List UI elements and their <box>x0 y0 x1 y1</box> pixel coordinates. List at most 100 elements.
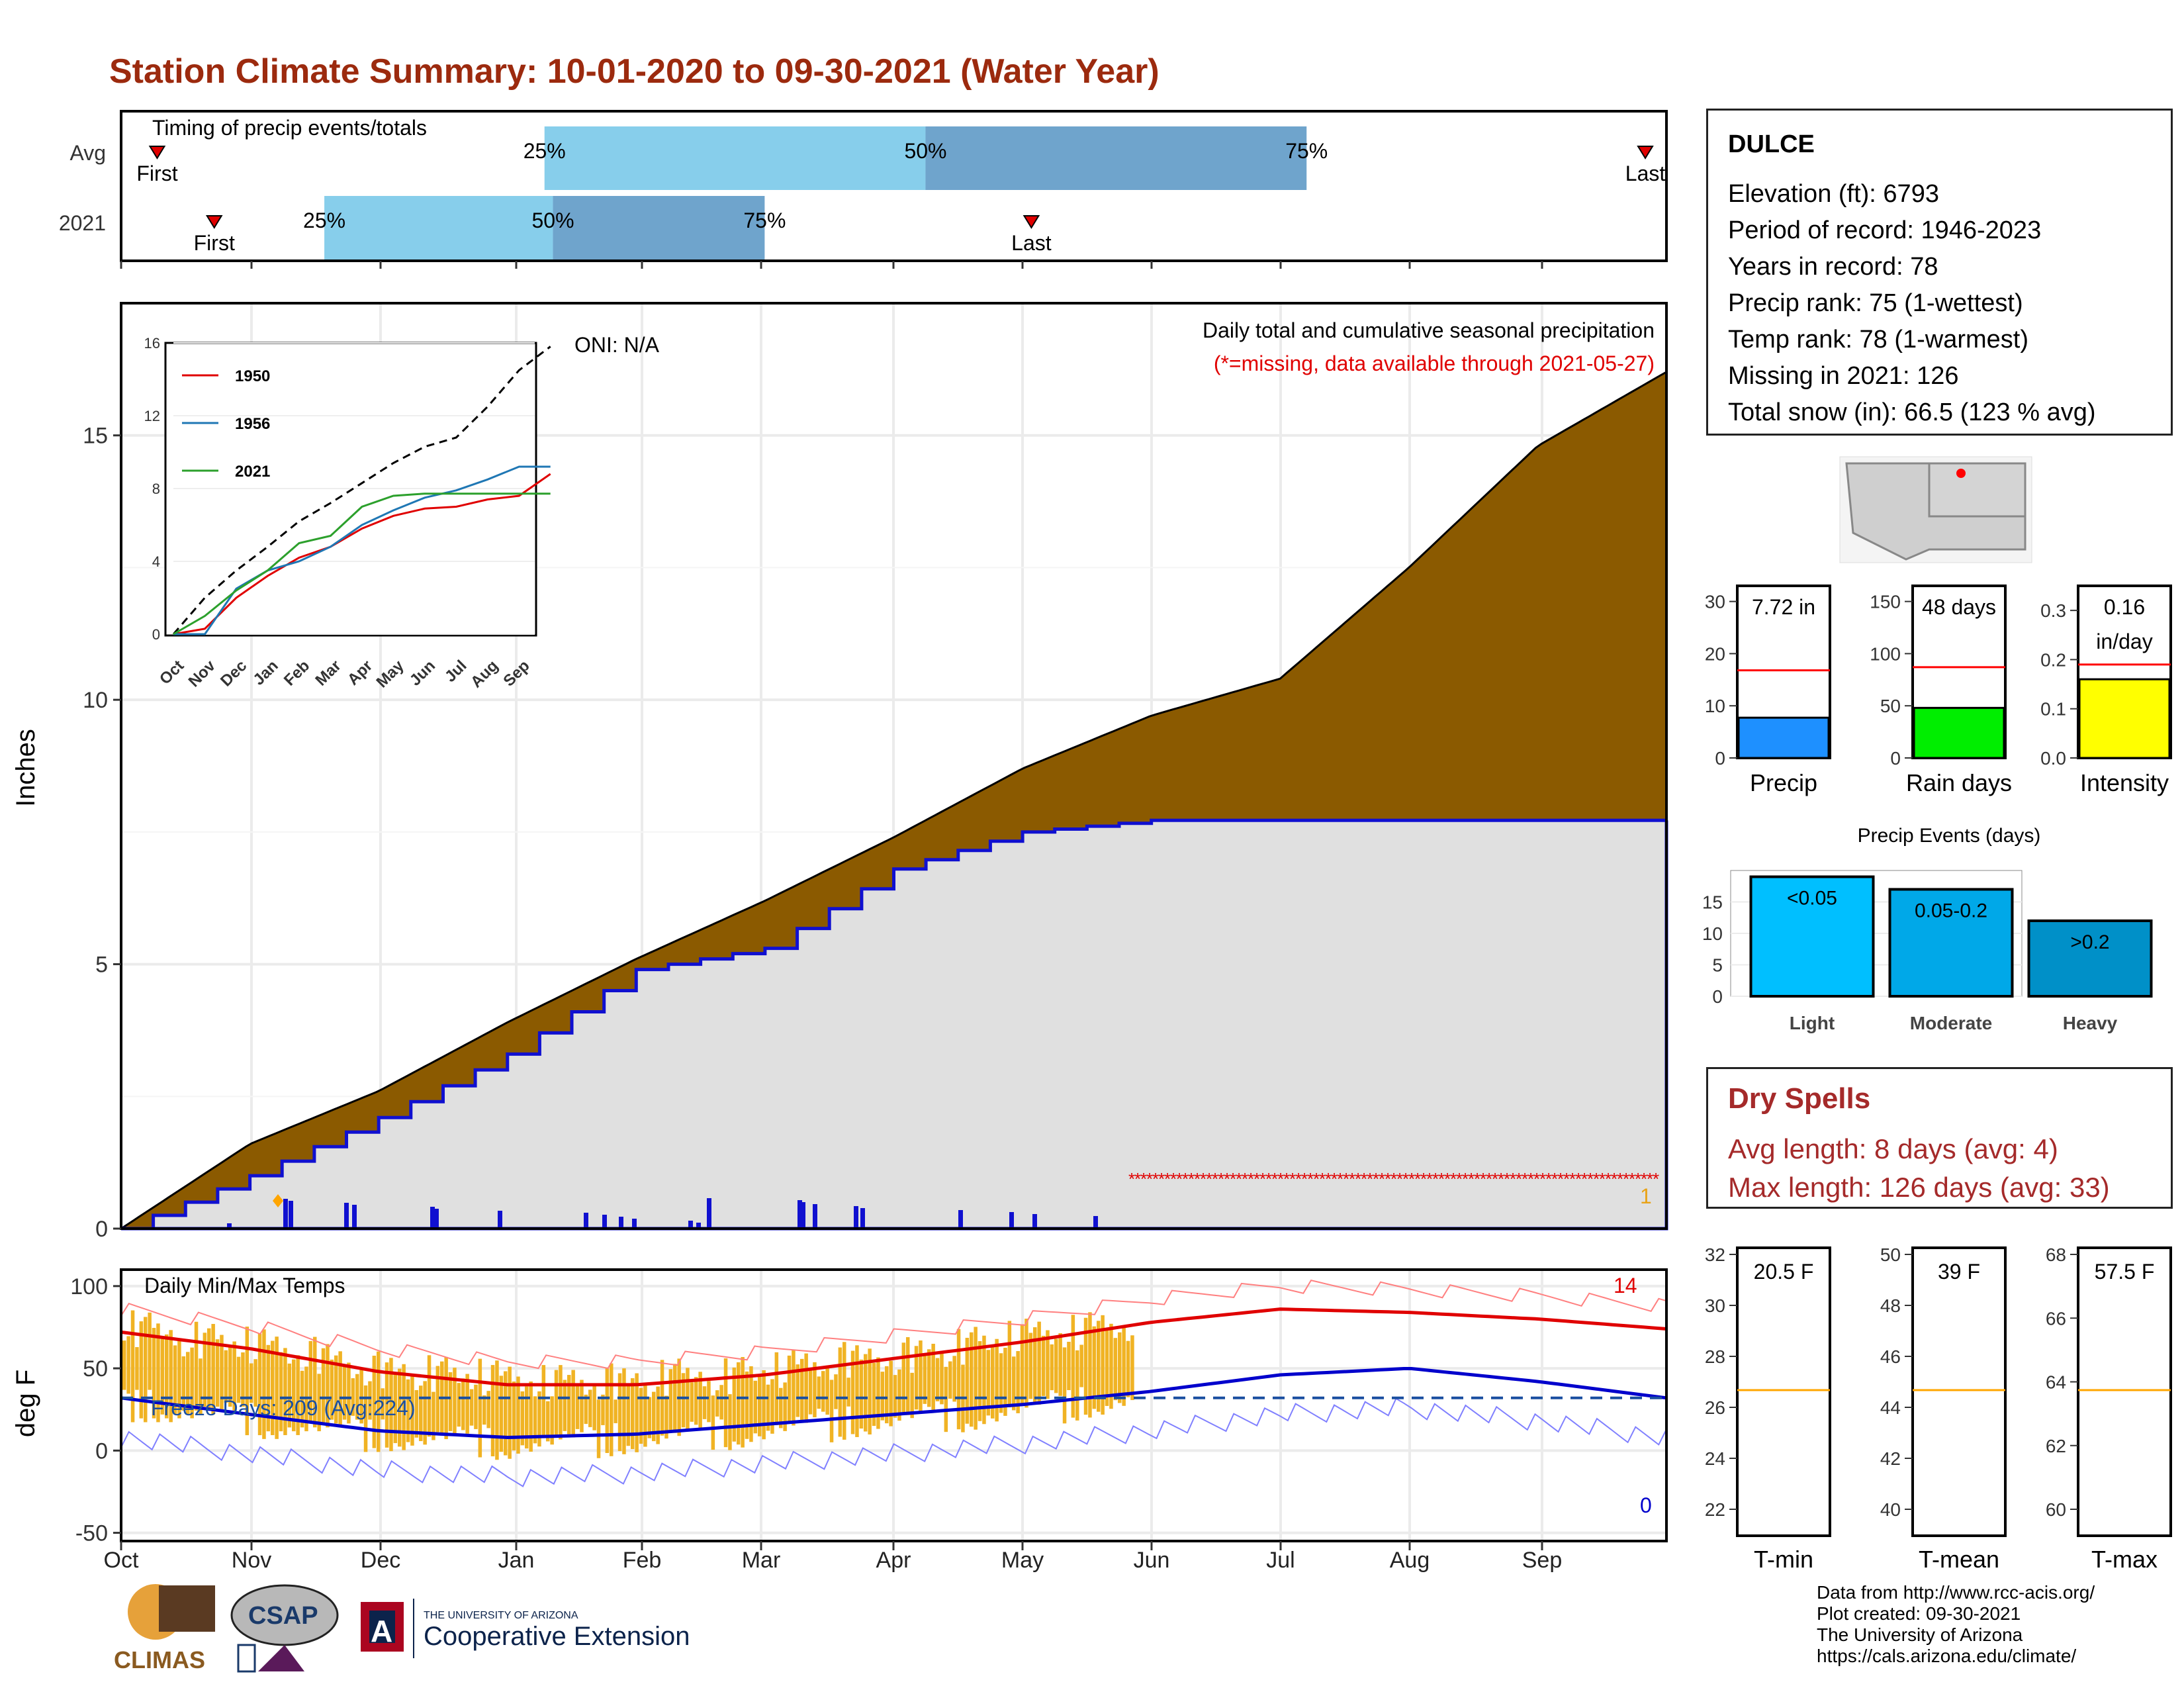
daily-temp-bar <box>504 1371 508 1456</box>
daily-temp-bar <box>745 1371 749 1439</box>
intensity-ytick-label: 0.2 <box>2040 649 2066 670</box>
daily-temp-bar <box>296 1355 300 1435</box>
daily-temp-bar <box>825 1365 829 1415</box>
daily-temp-bar <box>1003 1347 1007 1416</box>
daily-temp-bar <box>813 1362 817 1418</box>
missing-marker: * <box>1361 1169 1367 1189</box>
events-category-label: Heavy <box>2063 1013 2118 1033</box>
daily-temp-bar <box>948 1361 952 1399</box>
daily-temp-bar <box>592 1384 596 1430</box>
month-label-may: May <box>1001 1548 1044 1573</box>
daily-temp-bar <box>859 1359 864 1429</box>
rain_days-ytick-label: 100 <box>1870 643 1901 664</box>
daily-temp-bar <box>1071 1315 1075 1418</box>
daily-temp-bar <box>292 1359 296 1432</box>
daily-precip-bar <box>1009 1212 1014 1229</box>
temp-ytick-label: 0 <box>95 1438 108 1464</box>
station-info-box: DULCE Elevation (ft): 6793 Period of rec… <box>1706 109 2173 436</box>
daily-temp-bar <box>787 1355 792 1423</box>
missing-marker: * <box>1265 1169 1272 1189</box>
daily-temp-bar <box>770 1379 774 1434</box>
missing-marker: * <box>1599 1169 1606 1189</box>
missing-marker: * <box>1510 1169 1516 1189</box>
daily-temp-bar <box>550 1396 554 1445</box>
month-label-sep: Sep <box>1522 1548 1563 1573</box>
daily-temp-bar <box>626 1383 631 1446</box>
avg-min-line <box>120 1367 1667 1440</box>
events-category-label: Moderate <box>1910 1013 1992 1033</box>
daily-precip-bar <box>632 1219 637 1229</box>
daily-temp-bar <box>673 1364 677 1433</box>
daily-temp-bar <box>516 1376 520 1454</box>
daily-temp-bar <box>919 1340 923 1413</box>
missing-marker: * <box>1408 1169 1415 1189</box>
events-ytick-label: 0 <box>1712 986 1723 1007</box>
snow-marker <box>273 1194 283 1207</box>
daily-temp-bar <box>148 1312 152 1390</box>
daily-temp-bar <box>1088 1312 1092 1418</box>
daily-temp-bar <box>241 1352 245 1407</box>
daily-temp-bar <box>635 1373 639 1452</box>
missing-marker: * <box>1551 1169 1558 1189</box>
daily-temp-bar <box>1092 1326 1097 1409</box>
temp-box-ytick-label: 22 <box>1705 1499 1725 1520</box>
precip-ytick-label: 0 <box>95 1217 108 1242</box>
daily-temp-bar <box>435 1366 440 1432</box>
daily-temp-bar <box>834 1374 838 1409</box>
daily-temp-bar <box>940 1352 944 1405</box>
temp-ytick-label: 50 <box>83 1356 108 1382</box>
missing-marker: * <box>1355 1169 1361 1189</box>
daily-temp-bar <box>715 1390 719 1417</box>
daily-temp-bar <box>165 1334 169 1419</box>
precip-ylabel: Inches <box>11 729 40 807</box>
daily-temp-bar <box>991 1344 995 1419</box>
daily-temp-bar <box>554 1370 559 1436</box>
daily-temp-bar <box>432 1391 435 1440</box>
daily-temp-bar <box>927 1349 931 1407</box>
inset-1950-line <box>173 473 551 635</box>
intensity-ytick-label: 0.0 <box>2040 748 2066 769</box>
daily-temp-bar <box>338 1351 342 1428</box>
daily-temp-bar <box>393 1373 398 1444</box>
daily-temp-bar <box>228 1346 232 1407</box>
station-missing: Missing in 2021: 126 <box>1728 362 1959 390</box>
daily-temp-bar <box>1101 1315 1105 1415</box>
university-arizona-logo: A THE UNIVERSITY OF ARIZONA Cooperative … <box>361 1599 690 1658</box>
missing-marker: * <box>1420 1169 1427 1189</box>
timing-label: Timing of precip events/totals <box>152 116 427 140</box>
daily-temp-bar <box>334 1355 338 1424</box>
logo-strip: CLIMAS CSAP A THE UNIVERSITY OF ARIZONA … <box>114 1584 690 1673</box>
daily-temp-bar <box>448 1372 453 1431</box>
daily-temp-bar <box>377 1351 381 1452</box>
daily-temp-bar <box>631 1378 635 1450</box>
missing-marker: * <box>1396 1169 1403 1189</box>
timing-row-avg-label: Avg <box>69 141 106 165</box>
missing-marker: * <box>1402 1169 1409 1189</box>
missing-marker: * <box>1224 1169 1230 1189</box>
daily-temp-bar <box>385 1362 389 1448</box>
missing-marker: * <box>1248 1169 1254 1189</box>
daily-precip-bar <box>352 1205 357 1229</box>
missing-marker: * <box>1325 1169 1332 1189</box>
daily-precip-bar <box>860 1208 865 1229</box>
intensity-label: Intensity <box>2080 769 2169 796</box>
daily-temp-bar <box>368 1381 372 1420</box>
missing-marker: * <box>1611 1169 1617 1189</box>
missing-marker: * <box>1373 1169 1379 1189</box>
daily-temp-bar <box>279 1352 283 1432</box>
month-label-apr: Apr <box>876 1548 911 1573</box>
daily-temp-bar <box>122 1340 126 1390</box>
station-precip-rank: Precip rank: 75 (1-wettest) <box>1728 289 2023 317</box>
missing-marker: * <box>1218 1169 1224 1189</box>
daily-temp-bar <box>1058 1333 1062 1396</box>
daily-temp-bar <box>474 1384 478 1429</box>
precip-value-bar <box>1737 716 1830 759</box>
daily-temp-bar <box>974 1327 978 1430</box>
daily-temp-bar <box>381 1388 385 1420</box>
daily-precip-bar <box>797 1200 802 1229</box>
station-elevation: Elevation (ft): 6793 <box>1728 180 1939 208</box>
daily-temp-bar <box>419 1385 423 1442</box>
daily-temp-bar <box>398 1368 402 1447</box>
daily-temp-bar <box>563 1380 567 1431</box>
daily-precip-bar <box>283 1199 288 1229</box>
